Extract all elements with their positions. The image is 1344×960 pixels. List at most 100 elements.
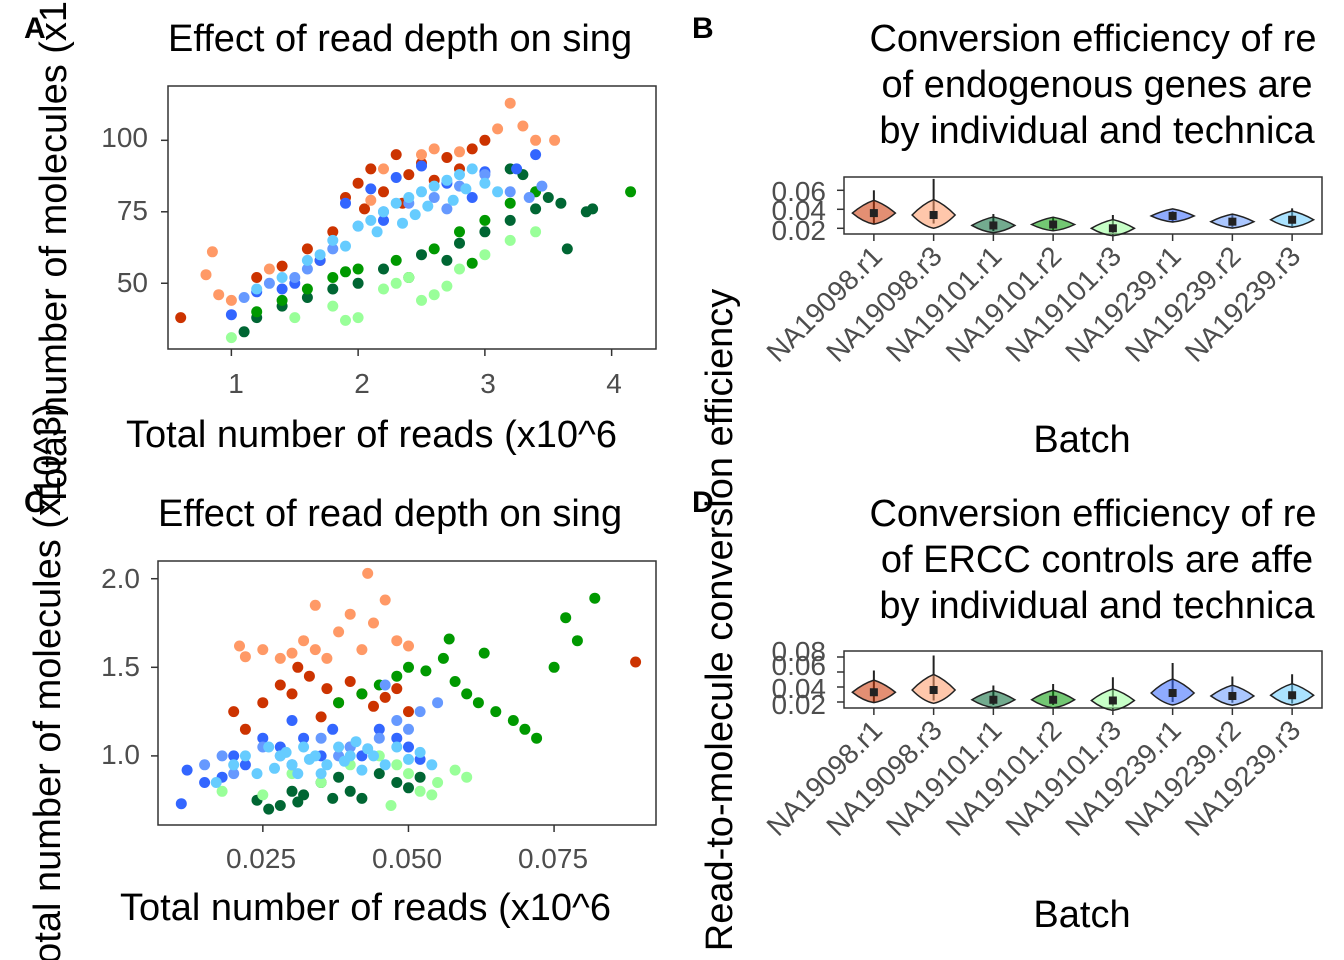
scatter-point — [414, 706, 426, 718]
scatter-point — [257, 789, 269, 801]
scatter-point — [432, 777, 444, 788]
panel-c: C Effect of read depth on sing 0.025 0.0… — [24, 403, 657, 960]
violin-box — [1168, 689, 1177, 697]
scatter-point — [315, 777, 327, 788]
scatter-point — [257, 732, 269, 744]
scatter-point — [403, 272, 415, 283]
scatter-point — [228, 768, 240, 780]
panel-a-xtick-2: 2 — [354, 368, 370, 399]
scatter-point — [403, 640, 414, 652]
scatter-point — [426, 759, 438, 771]
scatter-point — [492, 123, 504, 135]
scatter-point — [403, 753, 414, 765]
scatter-point — [478, 647, 490, 659]
scatter-point — [555, 197, 567, 209]
panel-a-ytick-50: 50 — [117, 267, 148, 298]
violin-box — [1108, 224, 1117, 233]
scatter-point — [391, 759, 403, 771]
scatter-point — [449, 676, 461, 687]
scatter-point — [432, 697, 444, 709]
scatter-point — [454, 226, 465, 238]
scatter-point — [416, 186, 427, 198]
scatter-point — [309, 644, 321, 656]
scatter-point — [269, 762, 280, 774]
scatter-point — [461, 688, 473, 700]
scatter-point — [263, 803, 275, 815]
scatter-point — [437, 652, 449, 664]
scatter-point — [350, 736, 362, 748]
panel-a-title: Effect of read depth on sing — [168, 18, 632, 60]
scatter-point — [441, 203, 453, 215]
scatter-point — [530, 134, 542, 146]
panel-b-frame — [843, 176, 1323, 235]
panel-d-ytick-002: 0.02 — [772, 689, 827, 720]
scatter-point — [454, 146, 465, 158]
scatter-point — [251, 768, 263, 780]
scatter-point — [549, 134, 561, 146]
scatter-point — [548, 661, 560, 673]
scatter-point — [292, 661, 304, 673]
scatter-point — [390, 172, 402, 183]
scatter-point — [479, 226, 491, 238]
scatter-point — [301, 254, 313, 266]
panel-b-tag: B — [692, 12, 714, 45]
scatter-point — [210, 777, 222, 788]
panel-d-title-line-3: by individual and technica — [879, 585, 1315, 627]
scatter-point — [327, 272, 339, 283]
scatter-point — [274, 652, 286, 664]
scatter-point — [416, 294, 427, 306]
scatter-point — [301, 243, 313, 255]
scatter-point — [403, 741, 414, 753]
scatter-point — [368, 617, 379, 629]
panel-b-xlabel: Batch — [1033, 419, 1130, 461]
scatter-point — [228, 750, 240, 762]
scatter-point — [390, 277, 402, 289]
scatter-point — [327, 283, 339, 295]
scatter-point — [199, 777, 211, 788]
violin-box — [1288, 691, 1297, 700]
scatter-point — [352, 177, 364, 189]
scatter-point — [303, 753, 315, 765]
scatter-point — [276, 294, 288, 306]
scatter-point — [379, 594, 391, 606]
scatter-point — [441, 280, 453, 292]
panel-c-xtick-2: 0.050 — [372, 843, 442, 874]
scatter-point — [286, 688, 298, 700]
panel-a-frame — [167, 85, 657, 350]
scatter-point — [263, 277, 275, 289]
panel-b-xticks: NA19098.r1NA19098.r3NA19101.r1NA19101.r2… — [761, 240, 1307, 368]
scatter-point — [251, 272, 263, 283]
scatter-point — [301, 292, 313, 303]
scatter-point — [378, 283, 389, 295]
scatter-point — [461, 771, 473, 783]
panel-c-title: Effect of read depth on sing — [158, 493, 622, 535]
scatter-point — [276, 272, 288, 283]
scatter-point — [466, 257, 478, 269]
scatter-point — [225, 294, 237, 306]
panel-d-plot — [837, 650, 1323, 715]
violin-box — [869, 209, 878, 218]
scatter-point — [356, 688, 368, 700]
panel-a-tag: A — [24, 12, 46, 45]
scatter-point — [428, 180, 440, 192]
scatter-point — [378, 263, 389, 275]
violin-box — [989, 221, 998, 230]
panel-b-plot — [837, 176, 1323, 241]
scatter-point — [292, 768, 304, 780]
scatter-point — [466, 192, 478, 203]
scatter-point — [365, 214, 377, 226]
panel-d-violins — [837, 655, 1315, 715]
panel-c-frame — [157, 560, 657, 826]
scatter-point — [472, 697, 484, 709]
scatter-point — [340, 197, 351, 209]
scatter-point — [327, 234, 339, 246]
panel-b-ytick-002: 0.02 — [772, 215, 827, 246]
panel-d-xlabel: Batch — [1033, 894, 1130, 936]
scatter-point — [403, 768, 414, 780]
scatter-point — [397, 217, 408, 229]
scatter-point — [447, 194, 459, 206]
scatter-point — [239, 759, 251, 771]
panel-d: D Conversion efficiency of re of ERCC co… — [692, 486, 1323, 936]
scatter-point — [292, 796, 304, 808]
